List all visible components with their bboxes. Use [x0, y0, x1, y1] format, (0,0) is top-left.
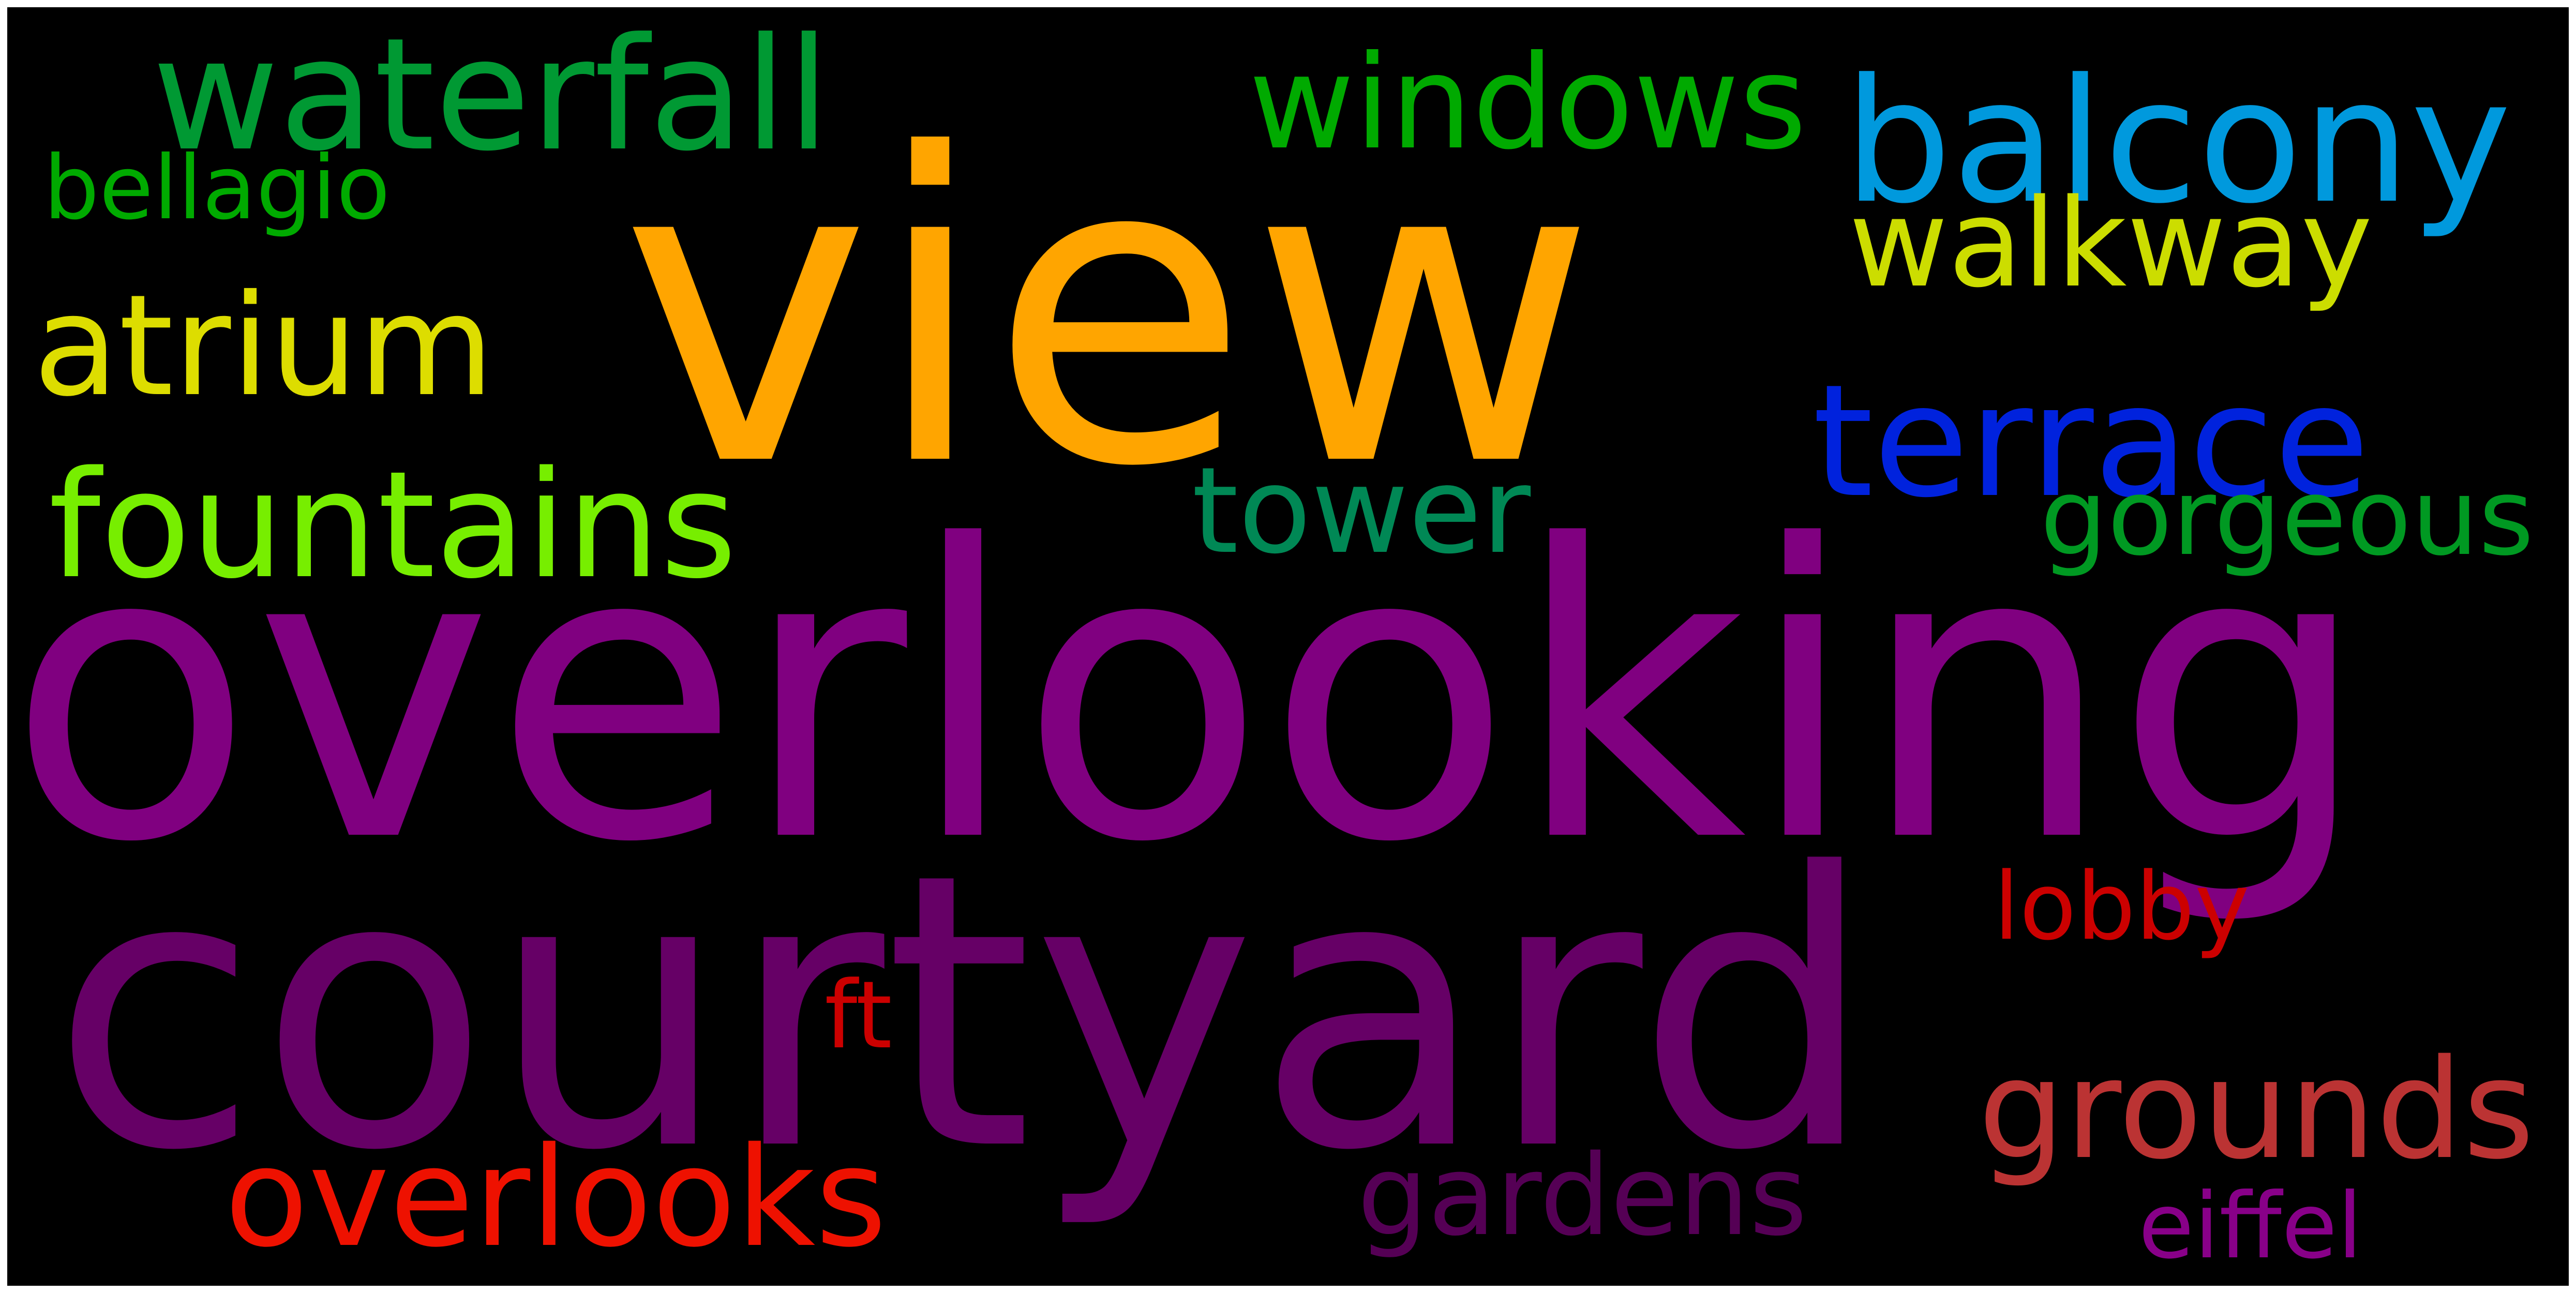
word-bellagio: bellagio [43, 137, 391, 239]
word-walkway: walkway [1849, 173, 2373, 314]
word-lobby: lobby [1994, 853, 2250, 961]
word-overlooking: overlooking [7, 460, 2371, 930]
word-tower: tower [1192, 442, 1531, 580]
word-overlooks: overlooks [224, 1118, 887, 1277]
word-eiffel: eiffel [2138, 1174, 2363, 1279]
word-ft: ft [825, 961, 892, 1070]
word-grounds: grounds [1978, 1030, 2535, 1190]
word-cloud: view overlooking courtyard waterfall win… [7, 7, 2569, 1286]
word-gorgeous: gorgeous [2040, 456, 2534, 579]
word-terrace: terrace [1813, 351, 2370, 532]
word-fountains: fountains [49, 440, 737, 611]
word-windows: windows [1249, 27, 1807, 178]
word-atrium: atrium [33, 264, 495, 427]
word-gardens: gardens [1357, 1131, 1807, 1260]
word-balcony: balcony [1844, 42, 2512, 241]
word-waterfall: waterfall [152, 7, 830, 185]
word-view: view [620, 66, 1597, 559]
word-courtyard: courtyard [51, 793, 1876, 1233]
